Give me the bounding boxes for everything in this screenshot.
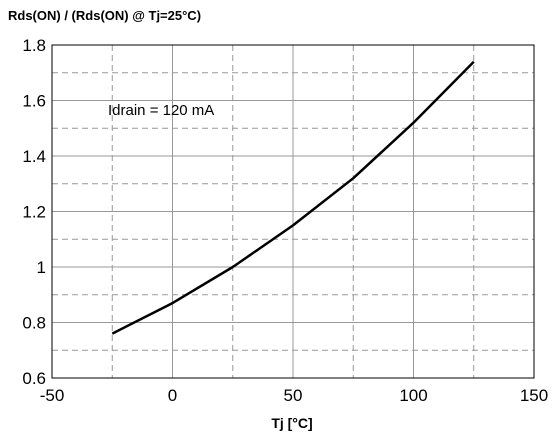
y-tick-label: 0.8 — [22, 314, 46, 333]
y-tick-label: 1.6 — [22, 92, 46, 111]
y-tick-label: 1.8 — [22, 36, 46, 55]
y-tick-label: 1.2 — [22, 203, 46, 222]
x-tick-label: -50 — [40, 386, 65, 405]
annotation-idrain: Idrain = 120 mA — [108, 102, 214, 119]
x-tick-label: 50 — [284, 386, 303, 405]
x-axis-label: Tj [°C] — [271, 415, 312, 431]
series-line — [111, 60, 475, 335]
x-axis-ticks: -50 0 50 100 150 — [40, 386, 548, 405]
y-tick-label: 0.6 — [22, 369, 46, 388]
chart-title: Rds(ON) / (Rds(ON) @ Tj=25°C) — [8, 8, 201, 23]
x-tick-label: 100 — [399, 386, 427, 405]
x-tick-label: 0 — [168, 386, 177, 405]
plot-frame — [51, 44, 535, 379]
y-tick-label: 1 — [37, 258, 46, 277]
x-tick-label: 150 — [520, 386, 548, 405]
y-tick-label: 1.4 — [22, 147, 46, 166]
y-axis-ticks: 0.6 0.8 1 1.2 1.4 1.6 1.8 — [22, 36, 46, 388]
